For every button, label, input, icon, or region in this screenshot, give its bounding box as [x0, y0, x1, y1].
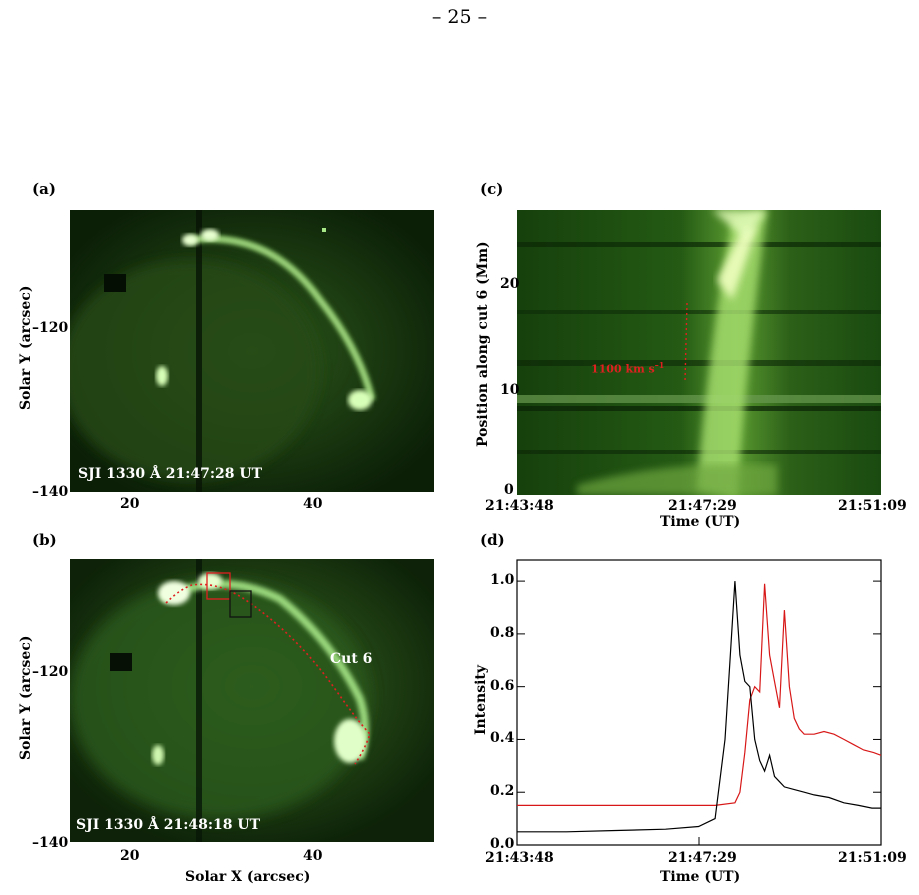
panel-a-xtick-1: 20: [120, 496, 140, 512]
panel-d-ytick-6: 0.0: [490, 836, 515, 852]
panel-b-cut-label: Cut 6: [330, 651, 373, 667]
panel-b-yaxis-title: Solar Y (arcsec): [18, 635, 34, 761]
chart-series: [517, 581, 882, 833]
panel-b-image: Cut 6 SJI 1330 Å 21:48:18 UT: [70, 559, 434, 842]
chart-frame: [516, 559, 882, 846]
panel-c-label: (c): [480, 180, 504, 198]
panel-b-label: (b): [32, 531, 57, 549]
panel-b-caption: SJI 1330 Å 21:48:18 UT: [76, 817, 261, 833]
panel-c-ytick-3: 0: [504, 482, 514, 498]
page-number: – 25 –: [431, 6, 488, 28]
panel-b-ytick-1: –120: [32, 664, 69, 680]
intensity-chart: [516, 559, 882, 846]
panel-c-velocity-label: 1100 km s–1: [591, 360, 665, 376]
chart-ticks: [516, 580, 882, 846]
panel-a-xtick-2: 40: [303, 496, 323, 512]
panel-a-image: SJI 1330 Å 21:47:28 UT: [70, 210, 434, 492]
panel-b-xtick-2: 40: [303, 848, 323, 864]
panel-c-xtick-2: 21:47:29: [668, 498, 737, 514]
panel-d-ytick-4: 0.4: [490, 730, 515, 747]
panel-b-xaxis-title: Solar X (arcsec): [185, 869, 311, 885]
panel-d-ytick-2: 0.8: [490, 624, 515, 641]
panel-c-xtick-1: 21:43:48: [485, 498, 554, 514]
panel-c-time-distance-map: [517, 210, 881, 495]
panel-a-loop-image: [70, 210, 434, 492]
panel-d-ytick-5: 0.2: [490, 783, 515, 800]
panel-d-label: (d): [480, 531, 505, 549]
panel-c-xaxis-title: Time (UT): [660, 514, 741, 530]
panel-b-ytick-2: –140: [32, 835, 69, 851]
panel-c-ytick-2: 10: [500, 382, 520, 398]
panel-b-loop-image: [70, 559, 434, 842]
series-line-red: [517, 583, 882, 806]
panel-d-ytick-3: 0.6: [490, 677, 515, 694]
panel-a-yaxis-title: Solar Y (arcsec): [18, 285, 34, 411]
panel-a-label: (a): [32, 180, 56, 198]
panel-a-ytick-1: –120: [32, 320, 69, 336]
panel-d-xtick-3: 21:51:09: [838, 850, 907, 866]
panel-d-ytick-1: 1.0: [490, 572, 515, 589]
panel-a-ytick-2: –140: [32, 484, 69, 500]
panel-c-xtick-3: 21:51:09: [838, 498, 907, 514]
panel-a-caption: SJI 1330 Å 21:47:28 UT: [78, 466, 263, 482]
panel-d-yaxis-title: Intensity: [473, 664, 489, 736]
panel-b-xtick-1: 20: [120, 848, 140, 864]
panel-d-xtick-2: 21:47:29: [668, 850, 737, 866]
panel-d-xaxis-title: Time (UT): [660, 869, 741, 885]
panel-c-yaxis-title: Position along cut 6 (Mm): [475, 241, 491, 447]
panel-c-ytick-1: 20: [500, 276, 520, 292]
panel-d-xtick-1: 21:43:48: [485, 850, 554, 866]
panel-c-image: 1100 km s–1: [517, 210, 881, 495]
series-line-black: [517, 581, 881, 833]
